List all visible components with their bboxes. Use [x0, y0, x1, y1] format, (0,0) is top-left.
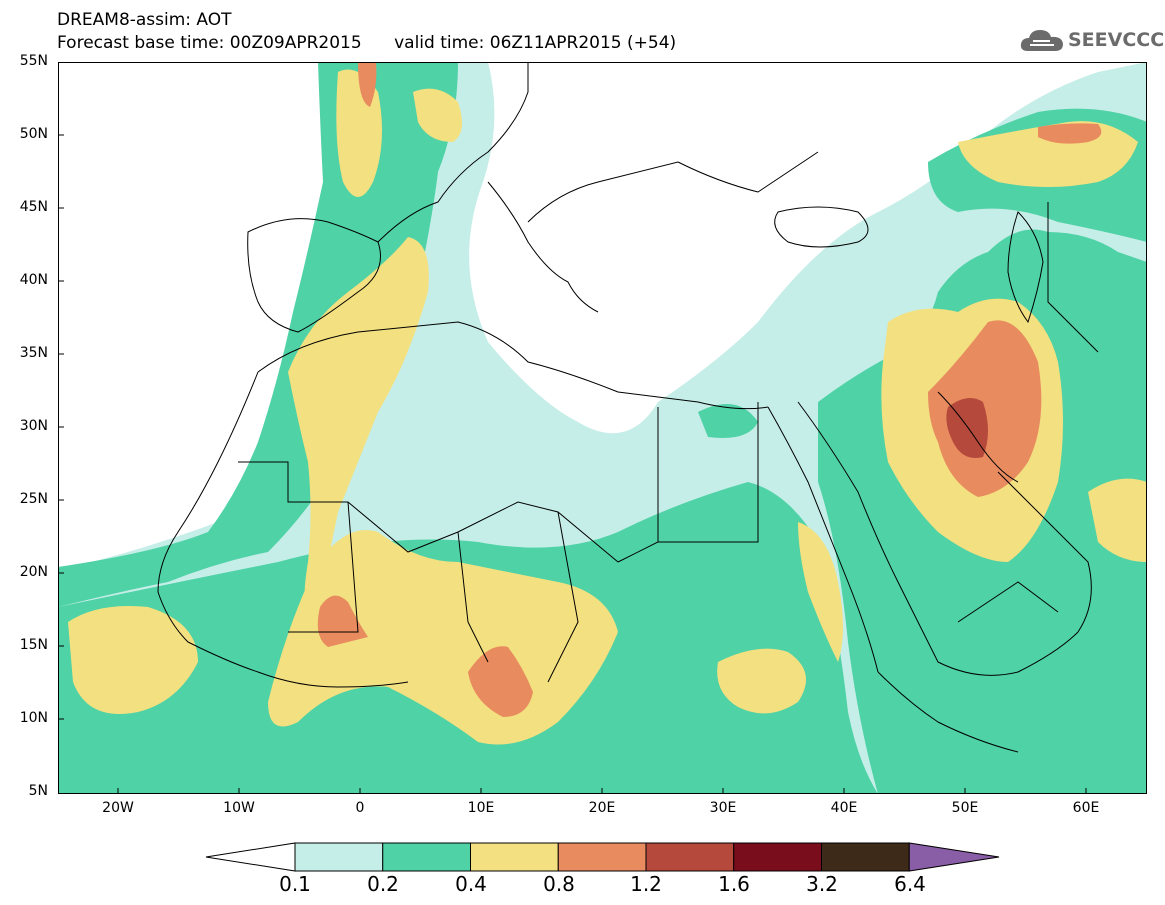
colorbar-segment [470, 842, 559, 872]
logo-text: SEEVCCC [1068, 29, 1165, 51]
colorbar-label: 6.4 [894, 872, 926, 896]
colorbar-segment [382, 842, 471, 872]
colorbar-label: 3.2 [806, 872, 838, 896]
lon-label: 30E [709, 800, 737, 816]
lat-label: 5N [28, 783, 48, 799]
lat-label: 40N [19, 272, 48, 288]
seevccc-logo: SEEVCCC [1018, 25, 1164, 57]
lat-label: 55N [19, 53, 48, 69]
axis-ticks [58, 62, 1087, 794]
title-line-1: DREAM8-assim: AOT [57, 10, 232, 30]
colorbar-segment [733, 842, 822, 872]
aot-map [58, 62, 1147, 794]
colorbar-segment [908, 842, 1000, 872]
colorbar-segment [821, 842, 910, 872]
lon-label: 50E [951, 800, 979, 816]
colorbar-label: 0.4 [455, 872, 487, 896]
lon-label: 20W [102, 800, 134, 816]
lat-label: 50N [19, 126, 48, 142]
lat-label: 30N [19, 418, 48, 434]
colorbar-label: 0.8 [543, 872, 575, 896]
lat-label: 35N [19, 345, 48, 361]
lon-label: 0 [355, 800, 365, 816]
title-line-2: Forecast base time: 00Z09APR2015 valid t… [57, 33, 677, 53]
lon-label: 60E [1072, 800, 1100, 816]
aot-band-yellow [68, 69, 1147, 745]
colorbar-segment [557, 842, 647, 872]
colorbar-label: 0.1 [279, 872, 311, 896]
colorbar-segment [294, 842, 384, 872]
cloud-icon [1020, 30, 1063, 51]
lat-label: 20N [19, 564, 48, 580]
lat-label: 10N [19, 710, 48, 726]
colorbar [205, 842, 1000, 872]
colorbar-label: 0.2 [367, 872, 399, 896]
colorbar-segment [205, 842, 296, 872]
lon-label: 40E [830, 800, 858, 816]
country-borders [157, 62, 1099, 753]
colorbar-label: 1.2 [630, 872, 662, 896]
lat-label: 15N [19, 637, 48, 653]
lat-label: 45N [19, 199, 48, 215]
lon-label: 10E [467, 800, 495, 816]
lon-label: 10W [223, 800, 255, 816]
colorbar-segment [645, 842, 735, 872]
lon-label: 20E [588, 800, 616, 816]
colorbar-label: 1.6 [718, 872, 750, 896]
lat-label: 25N [19, 491, 48, 507]
